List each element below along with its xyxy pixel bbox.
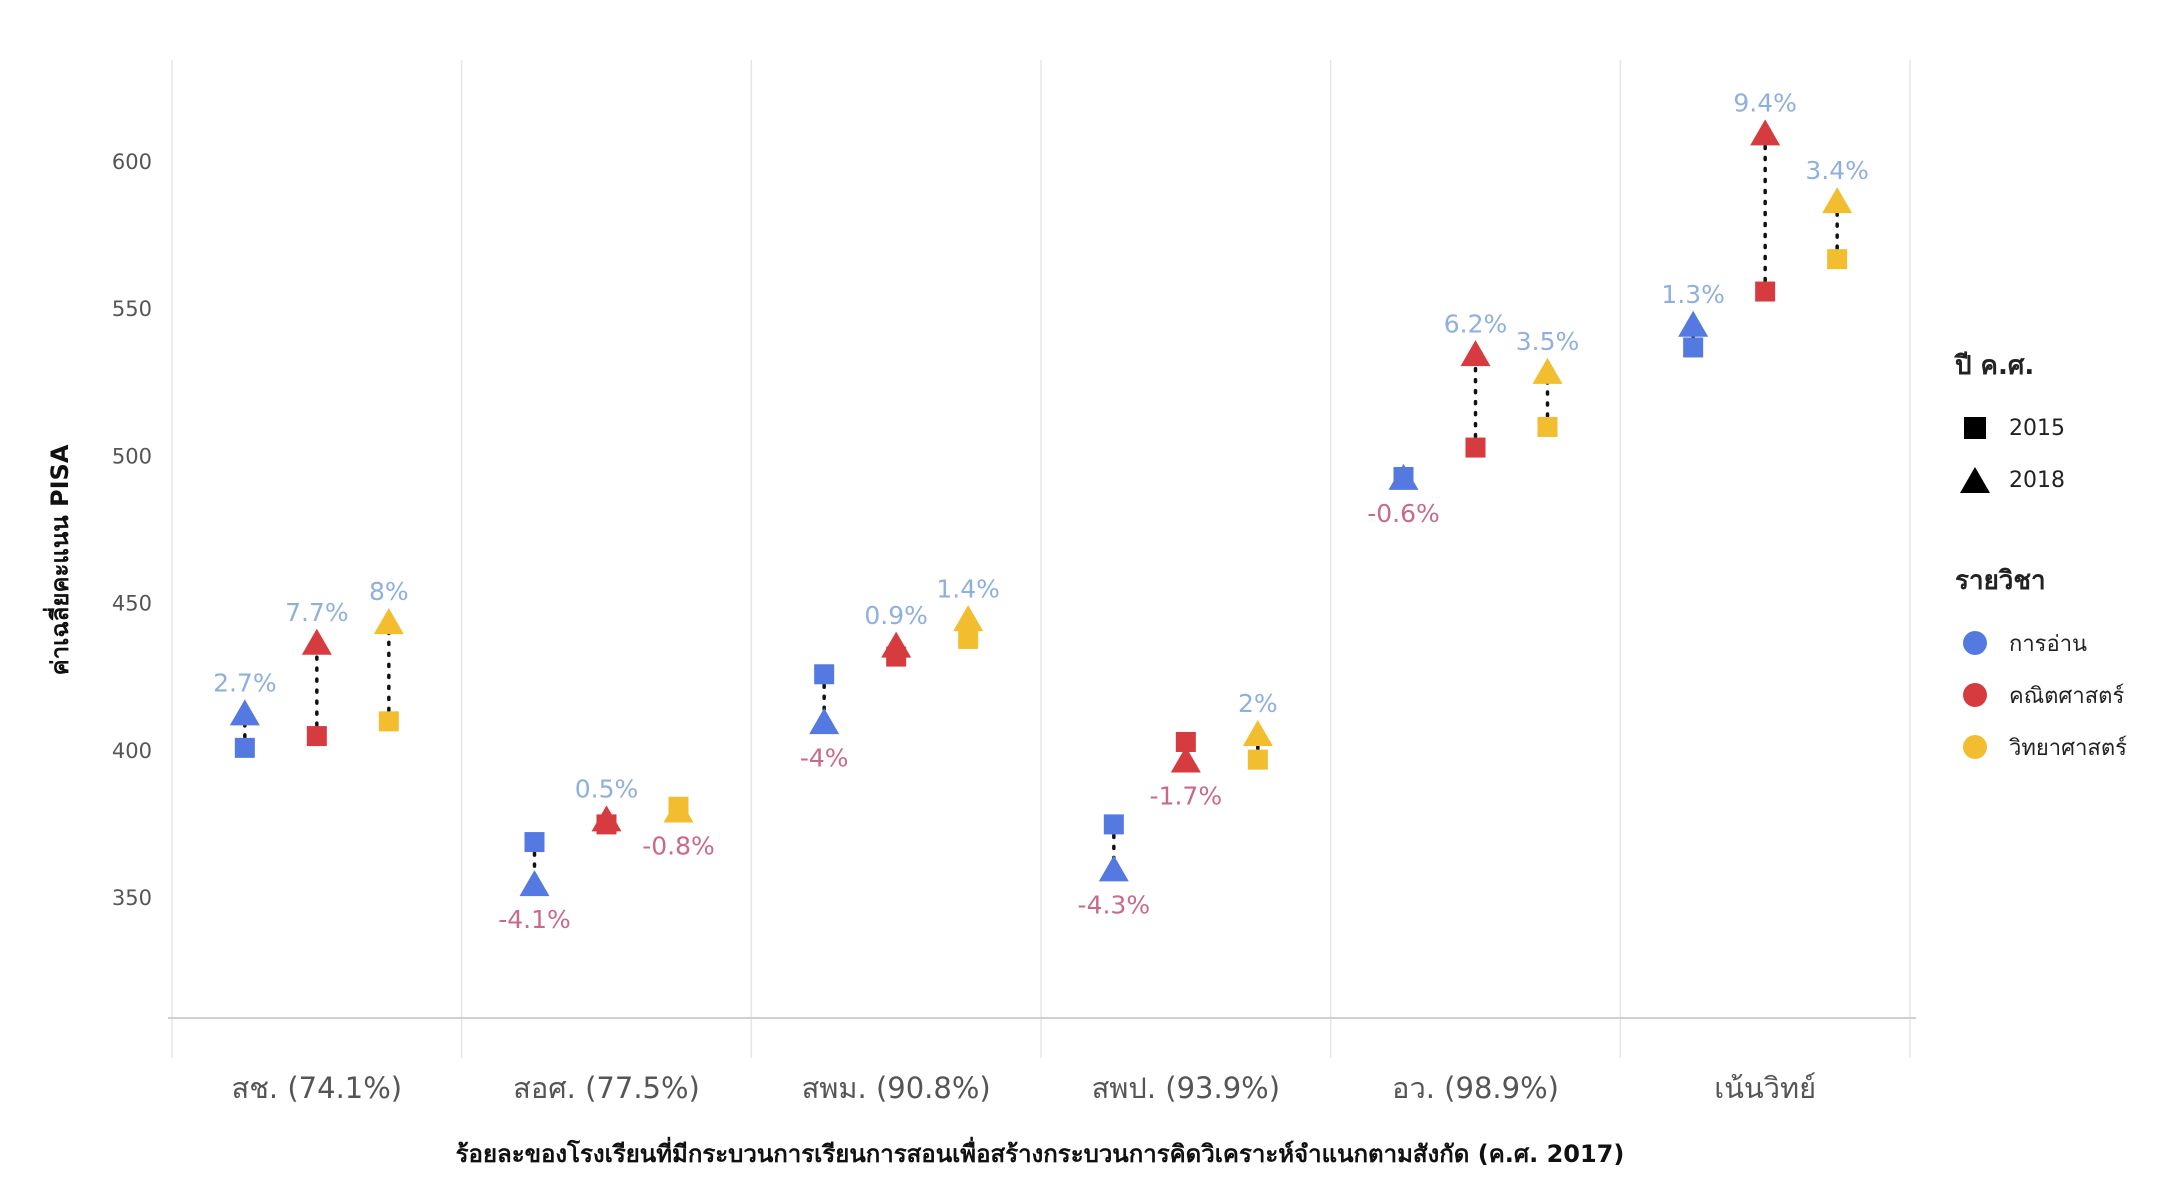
data-label: -0.6% bbox=[1367, 499, 1440, 528]
legend-item-2015: 2015 bbox=[1955, 402, 2065, 454]
marker-2018 bbox=[809, 708, 840, 735]
legend-item-math: คณิตศาสตร์ bbox=[1955, 669, 2127, 721]
data-label: 7.7% bbox=[285, 598, 349, 627]
data-label: 0.5% bbox=[575, 774, 639, 803]
data-labels: 2.7% -4.1% -4% -4.3% -0.6% 1.3% 7.7% 0.5% 0.9% -1… bbox=[213, 89, 1869, 935]
data-label: 3.4% bbox=[1805, 156, 1869, 185]
x-tick-label: สช. (74.1%) bbox=[232, 1071, 403, 1105]
x-tick-label: สอศ. (77.5%) bbox=[513, 1071, 700, 1105]
x-tick-label: เน้นวิทย์ bbox=[1714, 1071, 1816, 1105]
circle-icon bbox=[1955, 675, 1995, 715]
circle-icon bbox=[1955, 727, 1995, 767]
y-axis-label: ค่าเฉลี่ยคะแนน PISA bbox=[42, 444, 74, 675]
y-tick-label: 550 bbox=[112, 297, 152, 321]
square-icon bbox=[1955, 408, 1995, 448]
marker-2018 bbox=[1678, 310, 1709, 337]
x-tick-label: อว. (98.9%) bbox=[1392, 1071, 1559, 1105]
x-axis-label: ร้อยละของโรงเรียนที่มีกระบวนการเรียนการส… bbox=[456, 1136, 1625, 1168]
marker-2018 bbox=[229, 699, 260, 726]
marker-2018 bbox=[519, 870, 550, 897]
legend-subject: รายวิชา การอ่าน คณิตศาสตร์ วิทยาศาสตร์ bbox=[1955, 560, 2127, 773]
marker-2018 bbox=[1098, 855, 1129, 882]
legend-subject-title: รายวิชา bbox=[1955, 566, 2046, 596]
x-axis-ticks: สช. (74.1%) สอศ. (77.5%) สพม. (90.8%) สพป. … bbox=[232, 1071, 1817, 1105]
legend-year-title: ปี ค.ศ. bbox=[1955, 351, 2035, 381]
triangle-icon bbox=[1955, 460, 1995, 500]
y-tick-label: 450 bbox=[112, 592, 152, 616]
legend-label-2015: 2015 bbox=[2009, 415, 2065, 441]
marker-2018 bbox=[1170, 746, 1201, 773]
marker-2018 bbox=[663, 796, 694, 823]
marker-2018 bbox=[1822, 187, 1853, 214]
legend-label-2018: 2018 bbox=[2009, 467, 2065, 493]
marker-2015 bbox=[234, 737, 255, 758]
marker-2015 bbox=[524, 832, 545, 853]
marker-2015 bbox=[1827, 249, 1848, 270]
legend-year: ปี ค.ศ. 2015 2018 bbox=[1955, 345, 2065, 506]
data-label: 0.9% bbox=[864, 601, 928, 630]
marker-2015 bbox=[814, 664, 835, 685]
x-tick-label: สพม. (90.8%) bbox=[802, 1071, 991, 1105]
marker-2018 bbox=[1388, 463, 1419, 490]
marker-2015 bbox=[958, 628, 979, 649]
data-label: -1.7% bbox=[1150, 782, 1223, 811]
data-label: 3.5% bbox=[1516, 327, 1580, 356]
data-label: 1.4% bbox=[936, 574, 1000, 603]
data-label: 6.2% bbox=[1444, 309, 1508, 338]
marker-2018 bbox=[591, 805, 622, 832]
marker-2015 bbox=[378, 711, 399, 732]
marker-2018 bbox=[1460, 340, 1491, 367]
marker-2018 bbox=[301, 628, 332, 655]
data-label: 2.7% bbox=[213, 668, 277, 697]
y-axis-ticks: 350 400 450 500 550 600 bbox=[112, 150, 152, 910]
data-label: -0.8% bbox=[642, 832, 715, 861]
data-marks bbox=[229, 119, 1853, 897]
y-tick-label: 400 bbox=[112, 739, 152, 763]
circle-icon bbox=[1955, 623, 1995, 663]
marker-2015 bbox=[1103, 814, 1124, 835]
marker-2018 bbox=[1242, 719, 1273, 746]
data-label: -4.1% bbox=[498, 905, 571, 934]
legend-label-math: คณิตศาสตร์ bbox=[2009, 683, 2125, 709]
marker-2015 bbox=[306, 726, 327, 747]
legend-item-science: วิทยาศาสตร์ bbox=[1955, 721, 2127, 773]
legend-label-reading: การอ่าน bbox=[2009, 631, 2088, 657]
marker-2015 bbox=[1465, 437, 1486, 458]
legend-item-2018: 2018 bbox=[1955, 454, 2065, 506]
y-tick-label: 500 bbox=[112, 444, 152, 468]
data-label: 8% bbox=[369, 577, 409, 606]
data-label: -4% bbox=[800, 743, 849, 772]
marker-2018 bbox=[373, 608, 404, 635]
marker-2015 bbox=[1175, 731, 1196, 752]
legend-item-reading: การอ่าน bbox=[1955, 617, 2127, 669]
marker-2018 bbox=[953, 605, 984, 632]
marker-2015 bbox=[1537, 416, 1558, 437]
x-tick-label: สพป. (93.9%) bbox=[1092, 1071, 1280, 1105]
marker-2015 bbox=[1755, 281, 1776, 302]
data-label: -4.3% bbox=[1078, 891, 1151, 920]
data-label: 1.3% bbox=[1661, 280, 1725, 309]
y-tick-label: 600 bbox=[112, 150, 152, 174]
legend-label-science: วิทยาศาสตร์ bbox=[2009, 735, 2127, 761]
y-tick-label: 350 bbox=[112, 886, 152, 910]
data-label: 2% bbox=[1238, 689, 1278, 718]
marker-2015 bbox=[1247, 749, 1268, 770]
marker-2018 bbox=[1750, 119, 1781, 146]
marker-2018 bbox=[881, 631, 912, 658]
data-label: 9.4% bbox=[1733, 89, 1797, 118]
grid-lines bbox=[168, 60, 1916, 1058]
marker-2015 bbox=[1683, 337, 1704, 358]
marker-2018 bbox=[1532, 357, 1563, 384]
